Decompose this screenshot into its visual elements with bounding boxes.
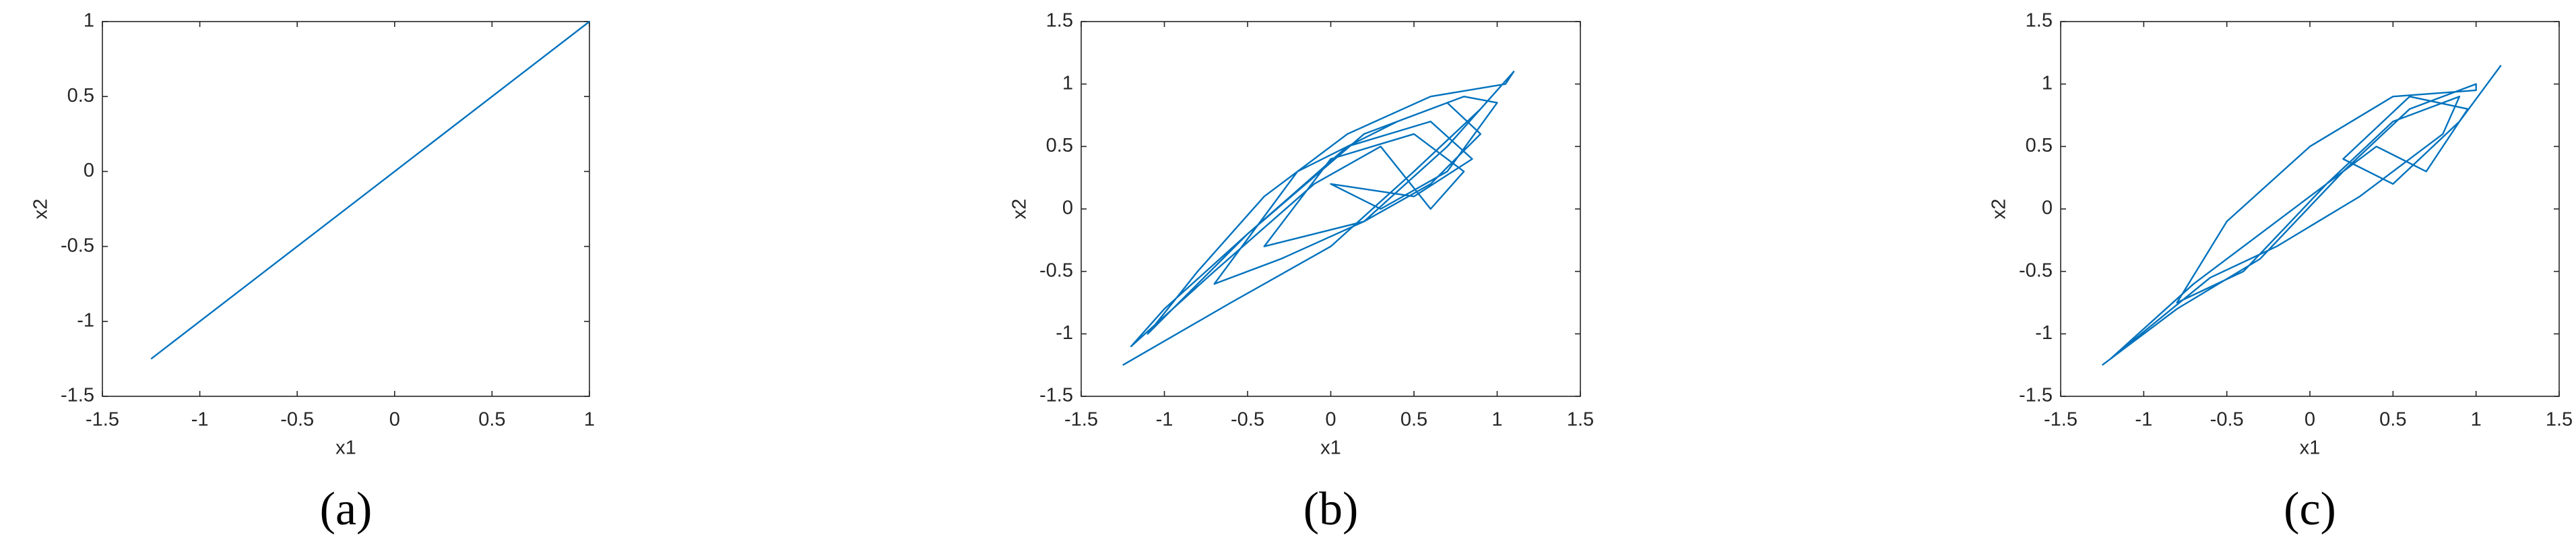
x-tick-label: 0 — [2305, 409, 2315, 431]
data-line — [1122, 70, 1515, 366]
caption: (c) — [2284, 483, 2336, 535]
x-tick-label: 1 — [584, 409, 595, 431]
x-tick-label: -1.5 — [1064, 409, 1098, 431]
y-tick-label: 0 — [2042, 197, 2053, 219]
x-tick-label: 0.5 — [1400, 409, 1427, 431]
x-axis-label: x1 — [335, 437, 356, 459]
x-tick-label: 0 — [389, 409, 400, 431]
y-tick-label: -0.5 — [1039, 259, 1073, 281]
x-tick-label: 1.5 — [1567, 409, 1594, 431]
x-tick-label: 0.5 — [2379, 409, 2406, 431]
axes-box — [1081, 21, 1581, 397]
data-line — [150, 21, 590, 360]
y-tick-label: 0.5 — [1046, 135, 1073, 156]
x-tick-label: -1.5 — [2044, 409, 2078, 431]
y-tick-label: -1 — [77, 309, 94, 331]
x-axis-label: x1 — [1320, 437, 1341, 459]
y-tick-label: 1.5 — [2026, 10, 2053, 32]
x-tick-label: 0.5 — [478, 409, 505, 431]
x-tick-label: -1 — [191, 409, 209, 431]
y-tick-label: 0 — [84, 160, 94, 181]
x-tick-label: 1.5 — [2546, 409, 2573, 431]
y-tick-label: 0.5 — [67, 85, 94, 106]
y-tick-label: 1.5 — [1046, 10, 1073, 32]
y-axis-label: x2 — [30, 199, 52, 220]
y-tick-label: -0.5 — [2019, 259, 2053, 281]
y-tick-label: -1.5 — [2019, 385, 2053, 406]
x-tick-label: -1 — [1156, 409, 1173, 431]
x-tick-label: -0.5 — [1231, 409, 1264, 431]
y-axis-label: x2 — [1989, 199, 2010, 220]
y-tick-label: -1.5 — [1039, 385, 1073, 406]
caption: (a) — [320, 483, 373, 535]
data-line — [2101, 65, 2502, 366]
x-tick-label: -0.5 — [2210, 409, 2244, 431]
y-axis-label: x2 — [1009, 199, 1031, 220]
y-tick-label: 1 — [1062, 72, 1073, 94]
y-tick-label: 0.5 — [2026, 135, 2053, 156]
y-tick-label: 0 — [1062, 197, 1073, 219]
x-axis-label: x1 — [2300, 437, 2321, 459]
y-tick-label: 1 — [2042, 72, 2053, 94]
x-tick-label: -1 — [2135, 409, 2152, 431]
y-tick-label: -0.5 — [61, 235, 94, 256]
y-tick-label: 1 — [84, 10, 94, 32]
x-tick-label: 0 — [1325, 409, 1336, 431]
x-tick-label: -1.5 — [86, 409, 119, 431]
x-tick-label: 1 — [2471, 409, 2482, 431]
x-tick-label: 1 — [1491, 409, 1502, 431]
y-tick-label: -1 — [2035, 322, 2053, 344]
x-tick-label: -0.5 — [280, 409, 314, 431]
y-tick-label: -1.5 — [61, 385, 94, 406]
caption: (b) — [1303, 483, 1359, 535]
y-tick-label: -1 — [1056, 322, 1073, 344]
